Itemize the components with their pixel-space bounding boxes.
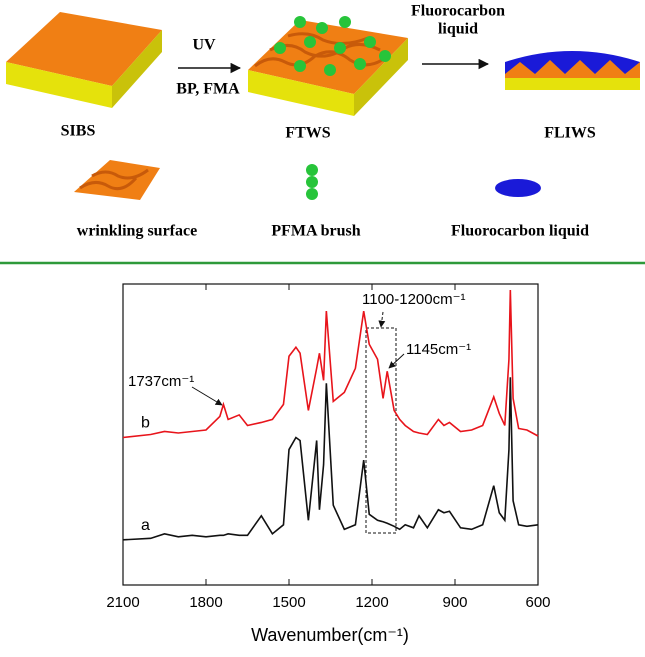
stage-label: SIBS <box>61 123 96 140</box>
ftws-block <box>248 16 408 116</box>
legend-label: Fluorocarbon liquid <box>451 223 589 240</box>
x-tick-label: 1200 <box>355 594 388 611</box>
series-line <box>123 377 538 540</box>
label: Fluorocarbon <box>411 3 505 20</box>
series-line <box>123 290 538 437</box>
plot-frame <box>123 284 538 585</box>
stage-label: FTWS <box>285 125 330 142</box>
figure: UV BP, FMA Fluorocarbon liquid SIBS FTWS… <box>0 0 645 652</box>
arrow <box>192 387 222 405</box>
x-tick-label: 2100 <box>106 594 139 611</box>
stage-label: FLIWS <box>544 125 596 142</box>
label: BP, FMA <box>176 81 240 98</box>
label: liquid <box>438 21 478 38</box>
x-tick-label: 900 <box>442 594 467 611</box>
x-tick-label: 1800 <box>189 594 222 611</box>
annotation: 1737cm⁻¹ <box>128 373 194 390</box>
x-tick-label: 600 <box>525 594 550 611</box>
x-axis-label: Wavenumber(cm⁻¹) <box>251 625 409 645</box>
sibs-block <box>6 12 162 108</box>
page: UV BP, FMA Fluorocarbon liquid SIBS FTWS… <box>0 0 645 652</box>
brush-icon <box>306 164 318 200</box>
legend-label: PFMA brush <box>271 223 360 240</box>
liquid-icon <box>495 179 541 197</box>
wrinkle-icon <box>74 160 160 200</box>
highlight-box <box>366 328 396 533</box>
x-tick-label: 1500 <box>272 594 305 611</box>
annotation: 1100-1200cm⁻¹ <box>362 291 466 308</box>
arrow <box>381 312 383 327</box>
series-label: a <box>141 517 150 534</box>
annotation: 1145cm⁻¹ <box>406 341 471 358</box>
fliws-block <box>505 51 640 90</box>
series-label: b <box>141 415 150 432</box>
legend-label: wrinkling surface <box>77 223 197 240</box>
label: UV <box>192 37 216 54</box>
